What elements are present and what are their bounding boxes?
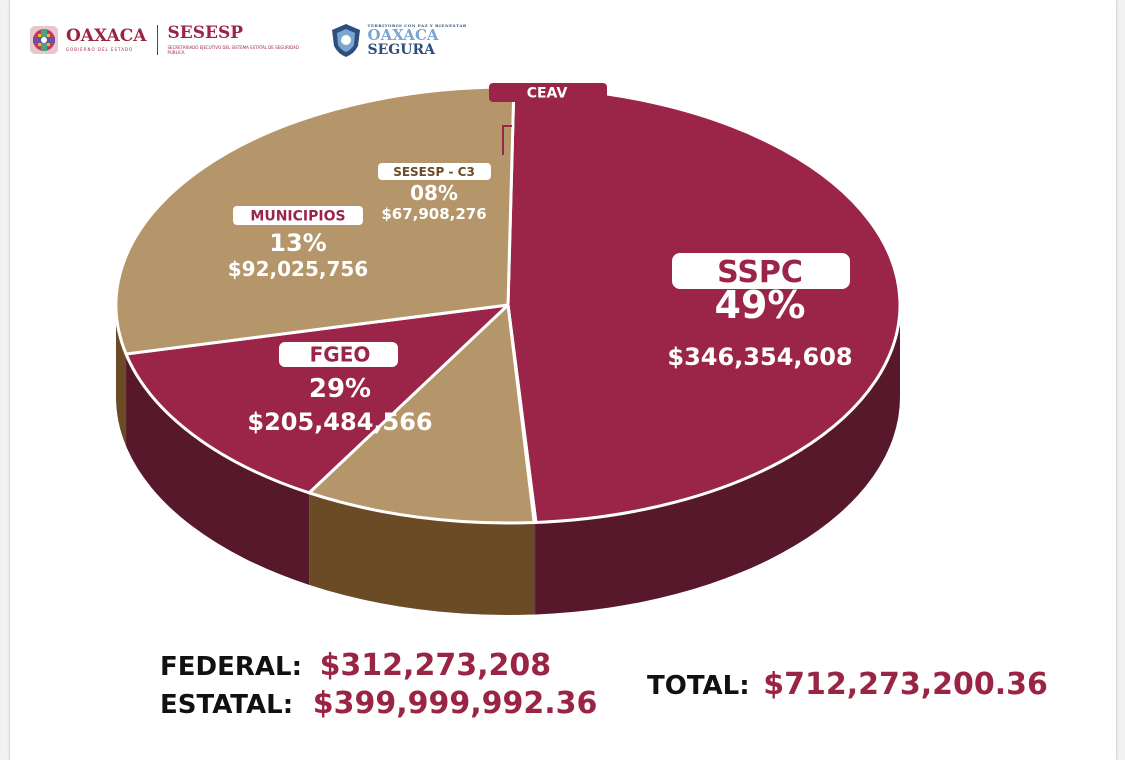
logo-divider [156,25,158,55]
slice-amount-ceav: $500,000 [513,132,581,147]
oaxaca-emblem-icon [30,26,58,54]
sesesp-logo-text: SESESP [167,22,244,43]
estatal-label: ESTATAL: [160,690,294,720]
oaxaca-segura-line1: OAXACA [367,25,439,44]
oaxaca-logo-subtitle: GOBIERNO DEL ESTADO [66,47,134,52]
label-pill-sesesp-c3 [378,163,491,180]
pie-slice-sesesp-c3 [307,303,536,525]
federal-value: $312,273,208 [319,648,552,683]
oaxaca-segura-tagline: TERRITORIO CON PAZ Y BIENESTAR [367,22,467,28]
oaxaca-logo-text-group: OAXACA GOBIERNO DEL ESTADO [58,26,147,53]
total-row: TOTAL: $712,273,200.36 [647,667,1048,702]
slice-name-ceav: CEAV [527,86,568,102]
slice-amount-fgeo: $205,484,566 [247,408,432,436]
estatal-row: ESTATAL: $399,999,992.36 [160,686,597,721]
total-label: TOTAL: [647,671,750,701]
oaxaca-logo-text: OAXACA [66,26,147,46]
slice-name-sesesp-c3: SESESP - C3 [393,165,475,179]
slice-percent-fgeo: 29% [309,374,371,404]
federal-row: FEDERAL: $312,273,208 [160,648,551,683]
oaxaca-segura-shield-icon [328,22,364,58]
sesesp-logo-group: SESESP SECRETARIADO EJECUTIVO DEL SISTEM… [167,22,308,55]
slice-percent-municipios: 13% [269,229,326,257]
slice-amount-municipios: $92,025,756 [228,257,368,281]
total-value: $712,273,200.36 [763,667,1048,702]
slice-name-fgeo: FGEO [310,343,371,367]
label-pill-municipios [233,206,363,225]
pie-slice-municipios [124,303,510,495]
oaxaca-segura-line2: SEGURA [367,41,435,58]
slice-name-municipios: MUNICIPIOS [250,209,345,225]
label-pill-sspc [672,253,850,289]
pie-side-ceav [534,522,536,615]
estatal-value: $399,999,992.36 [312,686,598,721]
page-edge-left [0,0,10,760]
slice-percent-sspc: 49% [715,283,806,327]
label-pill-fgeo [279,342,398,367]
slice-percent-ceav: 1% [532,108,563,129]
ceav-leader-line [502,125,512,155]
pie-slice-sspc [506,85,902,524]
sesesp-logo-subtitle: SECRETARIADO EJECUTIVO DEL SISTEMA ESTAT… [167,44,299,55]
federal-label: FEDERAL: [160,652,302,682]
slice-name-sspc: SSPC [717,255,803,290]
pie-side-fgeo [116,305,127,447]
oaxaca-segura-logo-text: TERRITORIO CON PAZ Y BIENESTAR OAXACA SE… [367,22,467,58]
pie-side-municipios [126,354,310,585]
label-pill-ceav [489,83,607,102]
header-logos: OAXACA GOBIERNO DEL ESTADO SESESP SECRET… [30,18,467,62]
pie-side-sspc [535,305,900,615]
slice-amount-sspc: $346,354,608 [667,343,852,371]
slice-percent-sesesp-c3: 08% [410,181,458,205]
page-edge-right [1116,0,1125,760]
slice-amount-sesesp-c3: $67,908,276 [381,205,486,223]
